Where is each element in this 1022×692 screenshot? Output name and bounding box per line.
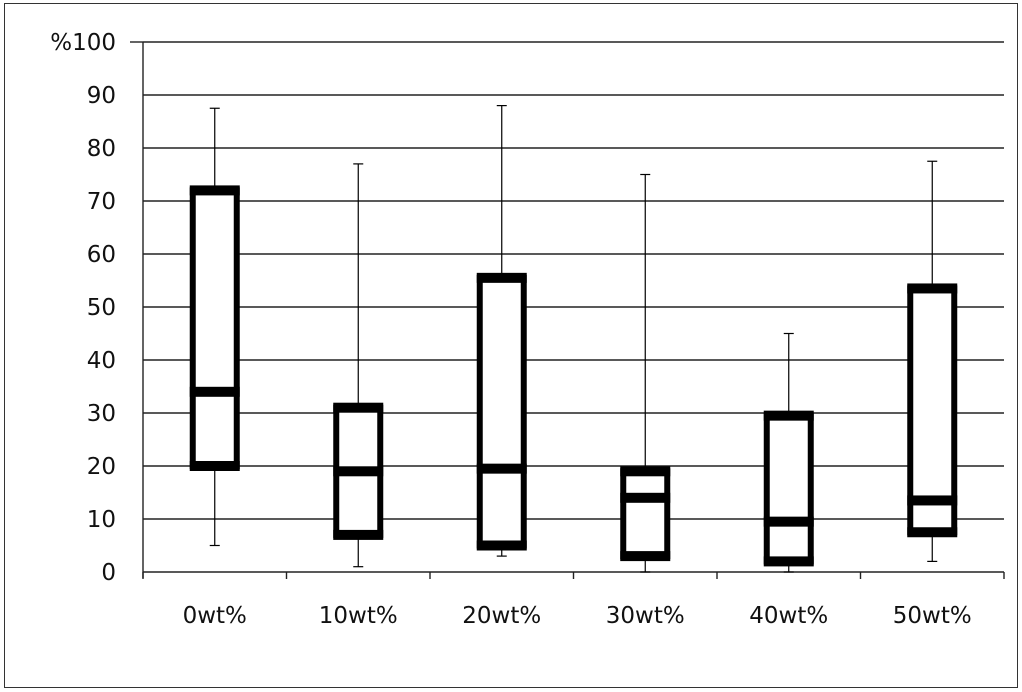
y-tick-label: 90: [87, 83, 116, 109]
median-bar: [907, 495, 958, 506]
x-axis-tick-labels: 0wt% 10wt% 20wt% 30wt% 40wt% 50wt%: [183, 603, 972, 629]
iqr-box: [620, 468, 671, 560]
x-axis: [130, 41, 1005, 579]
y-tick-label: 70: [87, 189, 116, 215]
y-tick-label: 60: [87, 242, 116, 268]
y-tick-label: 40: [87, 348, 116, 374]
x-tick-label: 30wt%: [606, 603, 685, 629]
box-50wt%: [907, 160, 958, 563]
box-20wt%: [476, 104, 527, 557]
y-tick-label: 50: [87, 295, 116, 321]
q3-bar: [620, 466, 671, 477]
q1-bar: [476, 540, 527, 551]
q1-bar: [763, 556, 814, 567]
median-bar: [763, 516, 814, 527]
box-10wt%: [333, 163, 384, 568]
y-tick-label: 20: [87, 454, 116, 480]
x-tick-label: 50wt%: [893, 603, 972, 629]
q1-bar: [333, 529, 384, 540]
y-tick-label: 80: [87, 136, 116, 162]
median-bar: [189, 386, 240, 397]
median-bar: [620, 492, 671, 503]
q3-bar: [333, 402, 384, 413]
x-tick-label: 10wt%: [319, 603, 398, 629]
q1-bar: [189, 461, 240, 471]
gridlines: [143, 41, 1004, 520]
y-tick-label: 30: [87, 401, 116, 427]
box-30wt%: [620, 173, 671, 573]
q3-bar: [907, 283, 958, 294]
iqr-box: [476, 274, 527, 549]
iqr-box: [189, 187, 240, 469]
q1-bar: [620, 551, 671, 562]
y-tick-label: %100: [50, 30, 116, 56]
box-40wt%: [763, 332, 814, 573]
y-tick-label: 0: [101, 560, 116, 586]
x-tick-label: 0wt%: [183, 603, 247, 629]
y-tick-label: 10: [87, 507, 116, 533]
x-tick-label: 40wt%: [749, 603, 828, 629]
q3-bar: [189, 185, 240, 196]
boxes: [189, 104, 958, 573]
median-bar: [476, 463, 527, 474]
q3-bar: [476, 272, 527, 283]
iqr-box: [763, 412, 814, 565]
box-0wt%: [189, 107, 240, 547]
q3-bar: [763, 410, 814, 421]
median-bar: [333, 466, 384, 477]
x-tick-label: 20wt%: [462, 603, 541, 629]
q1-bar: [907, 527, 958, 538]
y-axis-tick-labels: 0 10 20 30 40 50 60 70 80 90 %100: [50, 30, 116, 586]
